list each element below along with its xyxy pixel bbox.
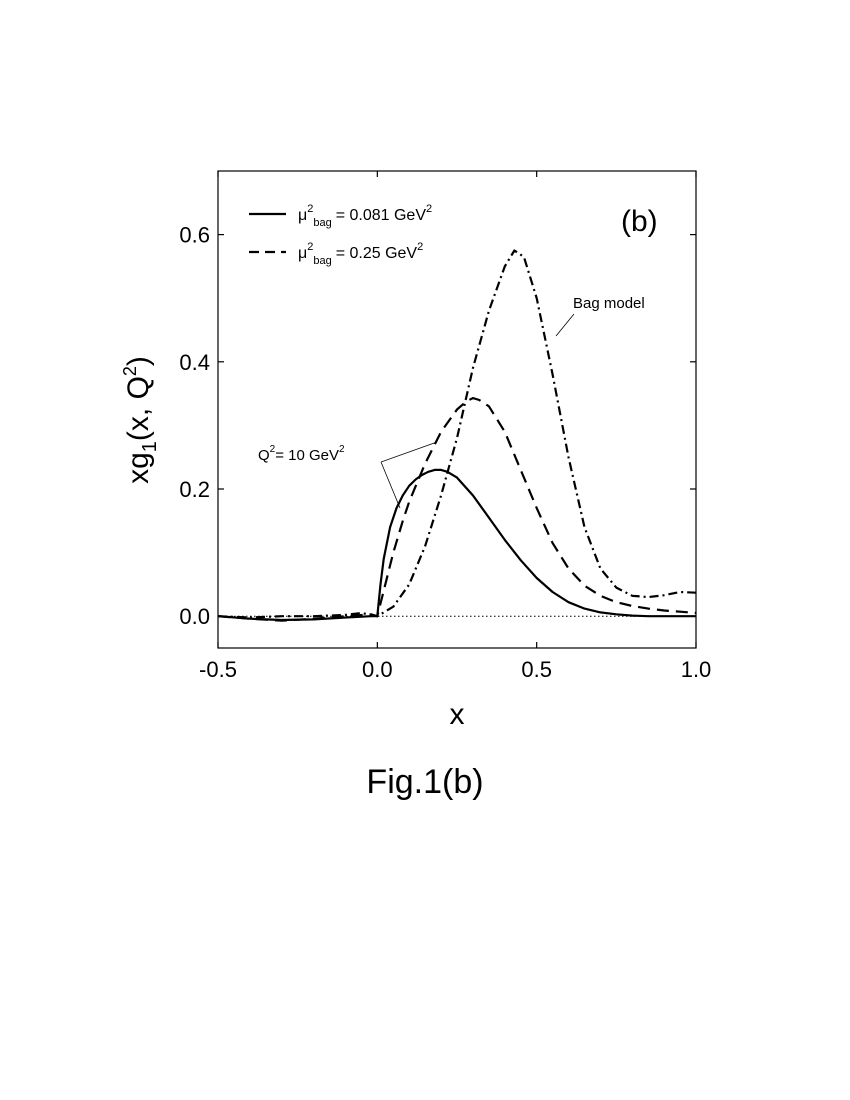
annotation-q2: Q2= 10 GeV2 (258, 441, 438, 509)
figure-caption: Fig.1(b) (366, 763, 484, 801)
annotation-bag-model: Bag model (555, 295, 645, 337)
legend: μ2bag = 0.081 GeV2 μ2bag = 0.25 GeV2 (249, 203, 432, 267)
series-line-dashdot (217, 249, 697, 619)
y-tick-label: 0.4 (179, 350, 210, 375)
x-tick-label: 0.5 (521, 657, 552, 682)
panel-label: (b) (621, 205, 658, 238)
series-line-solid (217, 468, 696, 622)
x-tick-label: 1.0 (681, 657, 712, 682)
legend-entry-dashed: μ2bag = 0.25 GeV2 (298, 241, 423, 267)
annotation-bag-model-text: Bag model (573, 295, 645, 312)
annotation-q2-text: Q2= 10 GeV2 (258, 444, 345, 464)
y-tick-label: 0.0 (179, 604, 210, 629)
x-tick-label: -0.5 (199, 657, 237, 682)
x-tick-label: 0.0 (362, 657, 393, 682)
legend-entry-solid: μ2bag = 0.081 GeV2 (298, 203, 432, 229)
x-axis-label: x (450, 698, 465, 731)
y-axis-label: xg1(x, Q2) (120, 356, 161, 484)
y-tick-label: 0.6 (179, 223, 210, 248)
annotation-q2-leader-1 (380, 441, 438, 463)
annotation-bag-model-leader (555, 313, 575, 337)
y-tick-label: 0.2 (179, 477, 210, 502)
series-line-dashed (217, 397, 697, 622)
annotation-q2-leader-2 (380, 461, 401, 509)
plot-frame (217, 170, 697, 649)
